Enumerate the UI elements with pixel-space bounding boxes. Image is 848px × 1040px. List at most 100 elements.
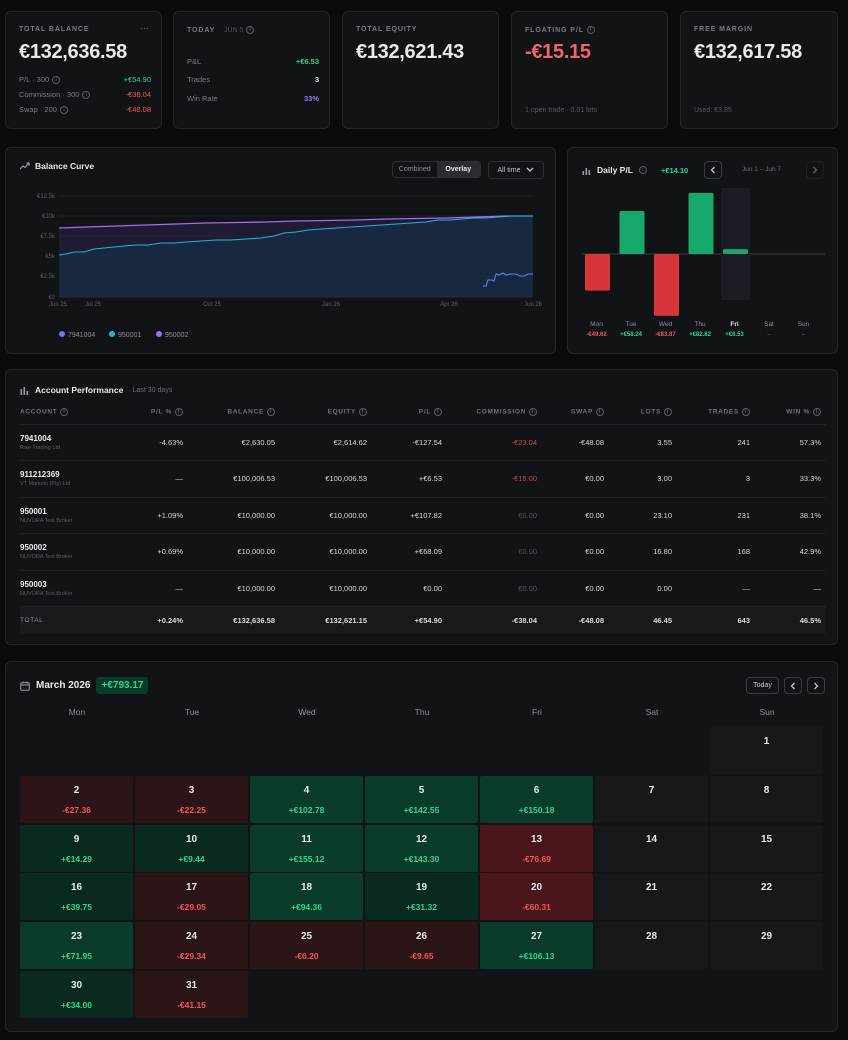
- commission-cell: €0.00: [447, 570, 542, 607]
- calendar-day-cell[interactable]: 3 -€22.25: [135, 776, 248, 823]
- column-header[interactable]: EQUITY i: [280, 400, 372, 425]
- calendar-day-cell[interactable]: 28: [595, 922, 708, 969]
- calendar-day-cell[interactable]: 31 -€41.15: [135, 971, 248, 1018]
- calendar-day-cell[interactable]: 19 +€31.32: [365, 873, 478, 920]
- toggle-overlay[interactable]: Overlay: [436, 162, 480, 177]
- calendar-day-cell[interactable]: 24 -€29.34: [135, 922, 248, 969]
- calendar-day-cell[interactable]: 30 +€34.00: [20, 971, 133, 1018]
- equity-cell: €100,006.53: [280, 460, 372, 498]
- calendar-day-cell[interactable]: 1: [710, 727, 823, 774]
- column-header[interactable]: LOTS i: [609, 400, 677, 425]
- calendar-day-cell[interactable]: 11 +€155.12: [250, 825, 363, 872]
- daily-bar[interactable]: [723, 249, 748, 254]
- table-row[interactable]: 911212369 VT Markets (Pty) Ltd — €100,006.5…: [20, 460, 826, 498]
- swap-cell: €0.00: [542, 497, 609, 534]
- calendar-day-cell[interactable]: 25 -€6.20: [250, 922, 363, 969]
- weekday-header: Sun: [759, 707, 775, 717]
- weekday-header: Fri: [532, 707, 542, 717]
- account-id: 911212369: [20, 470, 60, 480]
- bar-value-label: –: [767, 332, 771, 338]
- calendar-day-cell[interactable]: 29: [710, 922, 823, 969]
- calendar-day-number: 21: [645, 882, 658, 893]
- toggle-combined[interactable]: Combined: [398, 166, 431, 173]
- swap-cell: €0.00: [542, 570, 609, 607]
- today-button[interactable]: Today: [746, 677, 779, 694]
- chart-legend: 7941004 950001 950002: [59, 331, 188, 339]
- column-header[interactable]: WIN % i: [755, 400, 826, 425]
- calendar-day-cell[interactable]: 7: [595, 776, 708, 823]
- column-header[interactable]: ACCOUNT i: [20, 400, 130, 425]
- total-equity: €132,621.15: [280, 606, 372, 634]
- column-header[interactable]: TRADES i: [677, 400, 755, 425]
- calendar-day-cell[interactable]: 14: [595, 825, 708, 872]
- column-header[interactable]: P/L % i: [130, 400, 188, 425]
- calendar-day-cell[interactable]: 2 -€27.36: [20, 776, 133, 823]
- calendar-day-cell[interactable]: 8: [710, 776, 823, 823]
- lots-cell: 16.80: [609, 533, 677, 571]
- column-header-label: ACCOUNT: [20, 408, 58, 416]
- swap-row-label: Swap · 200: [19, 105, 57, 114]
- calendar-day-cell[interactable]: 27 +€106.13: [480, 922, 593, 969]
- calendar-day-cell[interactable]: 12 +€143.30: [365, 825, 478, 872]
- table-row[interactable]: 7941004 Raw Trading Ltd -4.63% €2,630.05 €2,…: [20, 424, 826, 461]
- calendar-month-title: March 2026: [36, 680, 91, 691]
- daily-pl-range: Jun 1 – Jun 7: [742, 166, 782, 173]
- info-icon: i: [434, 407, 442, 416]
- range-select[interactable]: All time: [488, 161, 544, 179]
- column-header[interactable]: P/L i: [372, 400, 447, 425]
- today-trades-row: Trades 3: [187, 75, 319, 84]
- calendar-day-cell[interactable]: 18 +€94.36: [250, 873, 363, 920]
- calendar-day-number: 5: [418, 785, 425, 796]
- column-header[interactable]: COMMISSION i: [447, 400, 542, 425]
- daily-bar[interactable]: [688, 192, 714, 254]
- legend-dot: [59, 331, 65, 337]
- calendar-day-cell[interactable]: 4 +€102.78: [250, 776, 363, 823]
- balance-cell: €100,006.53: [188, 460, 280, 498]
- chevron-left-icon: [790, 682, 795, 689]
- more-menu-icon[interactable]: ···: [140, 23, 149, 33]
- calendar-day-cell[interactable]: 21: [595, 873, 708, 920]
- calendar-day-cell[interactable]: 23 +€71.95: [20, 922, 133, 969]
- daily-pl-total: +€14.10: [660, 165, 689, 175]
- calendar-day-cell[interactable]: 10 +€9.44: [135, 825, 248, 872]
- calendar-day-number: 2: [73, 785, 80, 796]
- table-row[interactable]: 950001 NUVORA Test Broker +1.09% €10,000.00…: [20, 497, 826, 534]
- calendar-day-cell[interactable]: 6 +€150.18: [480, 776, 593, 823]
- pl-pct-cell: —: [130, 570, 188, 607]
- calendar-day-cell[interactable]: 17 -€29.05: [135, 873, 248, 920]
- calendar-day-number: 25: [300, 931, 313, 942]
- calendar-day-pl: +€31.32: [406, 902, 437, 912]
- prev-month-button[interactable]: [784, 677, 802, 694]
- daily-bar[interactable]: [619, 211, 645, 254]
- table-row[interactable]: 950002 NUVORA Test Broker +0.69% €10,000.00…: [20, 533, 826, 571]
- calendar-day-cell[interactable]: 16 +€39.75: [20, 873, 133, 920]
- commission-cell: €0.00: [447, 533, 542, 571]
- calendar-day-cell[interactable]: 15: [710, 825, 823, 872]
- calendar-day-cell[interactable]: 20 -€60.31: [480, 873, 593, 920]
- table-row[interactable]: 950003 NUVORA Test Broker — €10,000.00 €10,0…: [20, 570, 826, 607]
- next-week-button[interactable]: [806, 161, 824, 179]
- total-pl: +€54.90: [372, 606, 447, 634]
- x-axis-ticks: Jun 25 Jul 25 Oct 25 Jan 26 Apr 26 Jun 2…: [49, 302, 543, 308]
- calendar-day-number: 30: [70, 980, 83, 991]
- calendar-day-cell[interactable]: 5 +€142.55: [365, 776, 478, 823]
- info-icon: i: [59, 106, 68, 115]
- y-tick: €10k: [42, 214, 56, 220]
- bar-day-label: Tue: [625, 321, 637, 328]
- calendar-day-cell[interactable]: 9 +€14.29: [20, 825, 133, 872]
- calendar-day-number: 22: [760, 882, 773, 893]
- daily-bar[interactable]: [654, 254, 679, 316]
- x-tick: Jun 26: [524, 302, 543, 308]
- daily-bar[interactable]: [585, 254, 610, 291]
- column-header[interactable]: SWAP i: [542, 400, 609, 425]
- calendar-day-cell[interactable]: 26 -€9.65: [365, 922, 478, 969]
- calendar-day-cell[interactable]: 22: [710, 873, 823, 920]
- column-header-label: BALANCE: [227, 408, 264, 416]
- column-header[interactable]: BALANCE i: [188, 400, 280, 425]
- prev-week-button[interactable]: [704, 161, 722, 179]
- calendar-day-number: 4: [303, 785, 310, 796]
- next-month-button[interactable]: [807, 677, 825, 694]
- pl-row: P/L · 300 i +€54.90: [19, 75, 151, 85]
- calendar-day-cell[interactable]: 13 -€76.69: [480, 825, 593, 872]
- info-icon: i: [175, 407, 183, 416]
